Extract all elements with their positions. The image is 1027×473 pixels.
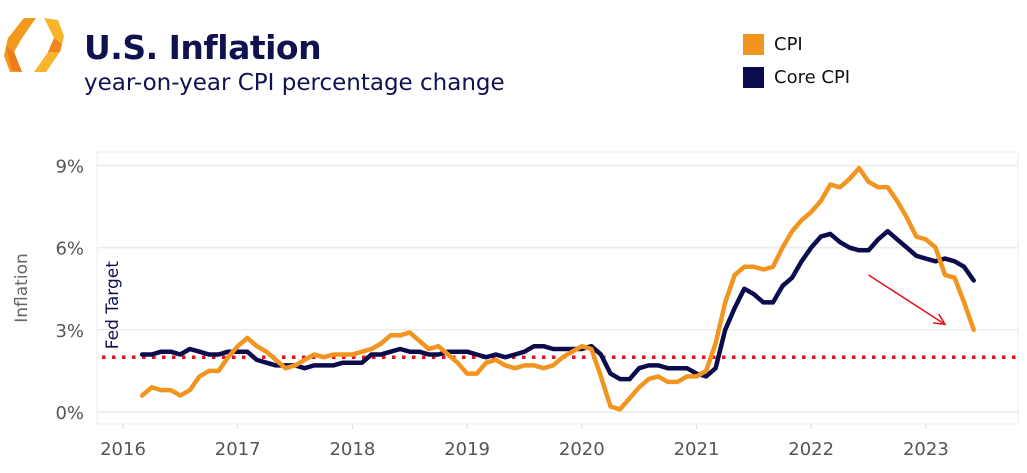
y-tick-label: 3%: [55, 321, 84, 342]
x-tick-label: 2022: [788, 439, 834, 460]
legend-item-core-cpi[interactable]: Core CPI: [743, 67, 850, 88]
legend-label-cpi: CPI: [774, 34, 803, 55]
chart-title: U.S. Inflation: [84, 28, 322, 67]
trend-arrow-line: [868, 274, 946, 325]
x-tick-label: 2020: [559, 439, 605, 460]
legend-swatch-core-cpi: [743, 67, 764, 88]
fed-target-label: Fed Target: [103, 261, 123, 349]
x-tick-label: 2019: [444, 439, 490, 460]
trend-arrow-head-icon: [933, 313, 947, 326]
y-tick-label: 0%: [55, 403, 84, 424]
x-tick-label: 2018: [329, 439, 375, 460]
chart-subtitle: year-on-year CPI percentage change: [84, 70, 505, 96]
y-tick-label: 6%: [55, 239, 84, 260]
x-tick-label: 2021: [674, 439, 720, 460]
y-axis-label: Inflation: [12, 253, 32, 322]
y-tick-label: 9%: [55, 156, 84, 177]
plot-frame: [96, 151, 1019, 425]
legend-item-cpi[interactable]: CPI: [743, 34, 803, 55]
x-tick-label: 2017: [215, 439, 261, 460]
core-cpi-series-line: [139, 228, 976, 382]
x-tick-label: 2023: [903, 439, 949, 460]
legend-swatch-cpi: [743, 34, 764, 55]
legend-label-core-cpi: Core CPI: [774, 67, 851, 88]
cpi-series-line: [139, 165, 976, 412]
brand-logo: [4, 18, 64, 72]
x-tick-label: 2016: [100, 439, 146, 460]
